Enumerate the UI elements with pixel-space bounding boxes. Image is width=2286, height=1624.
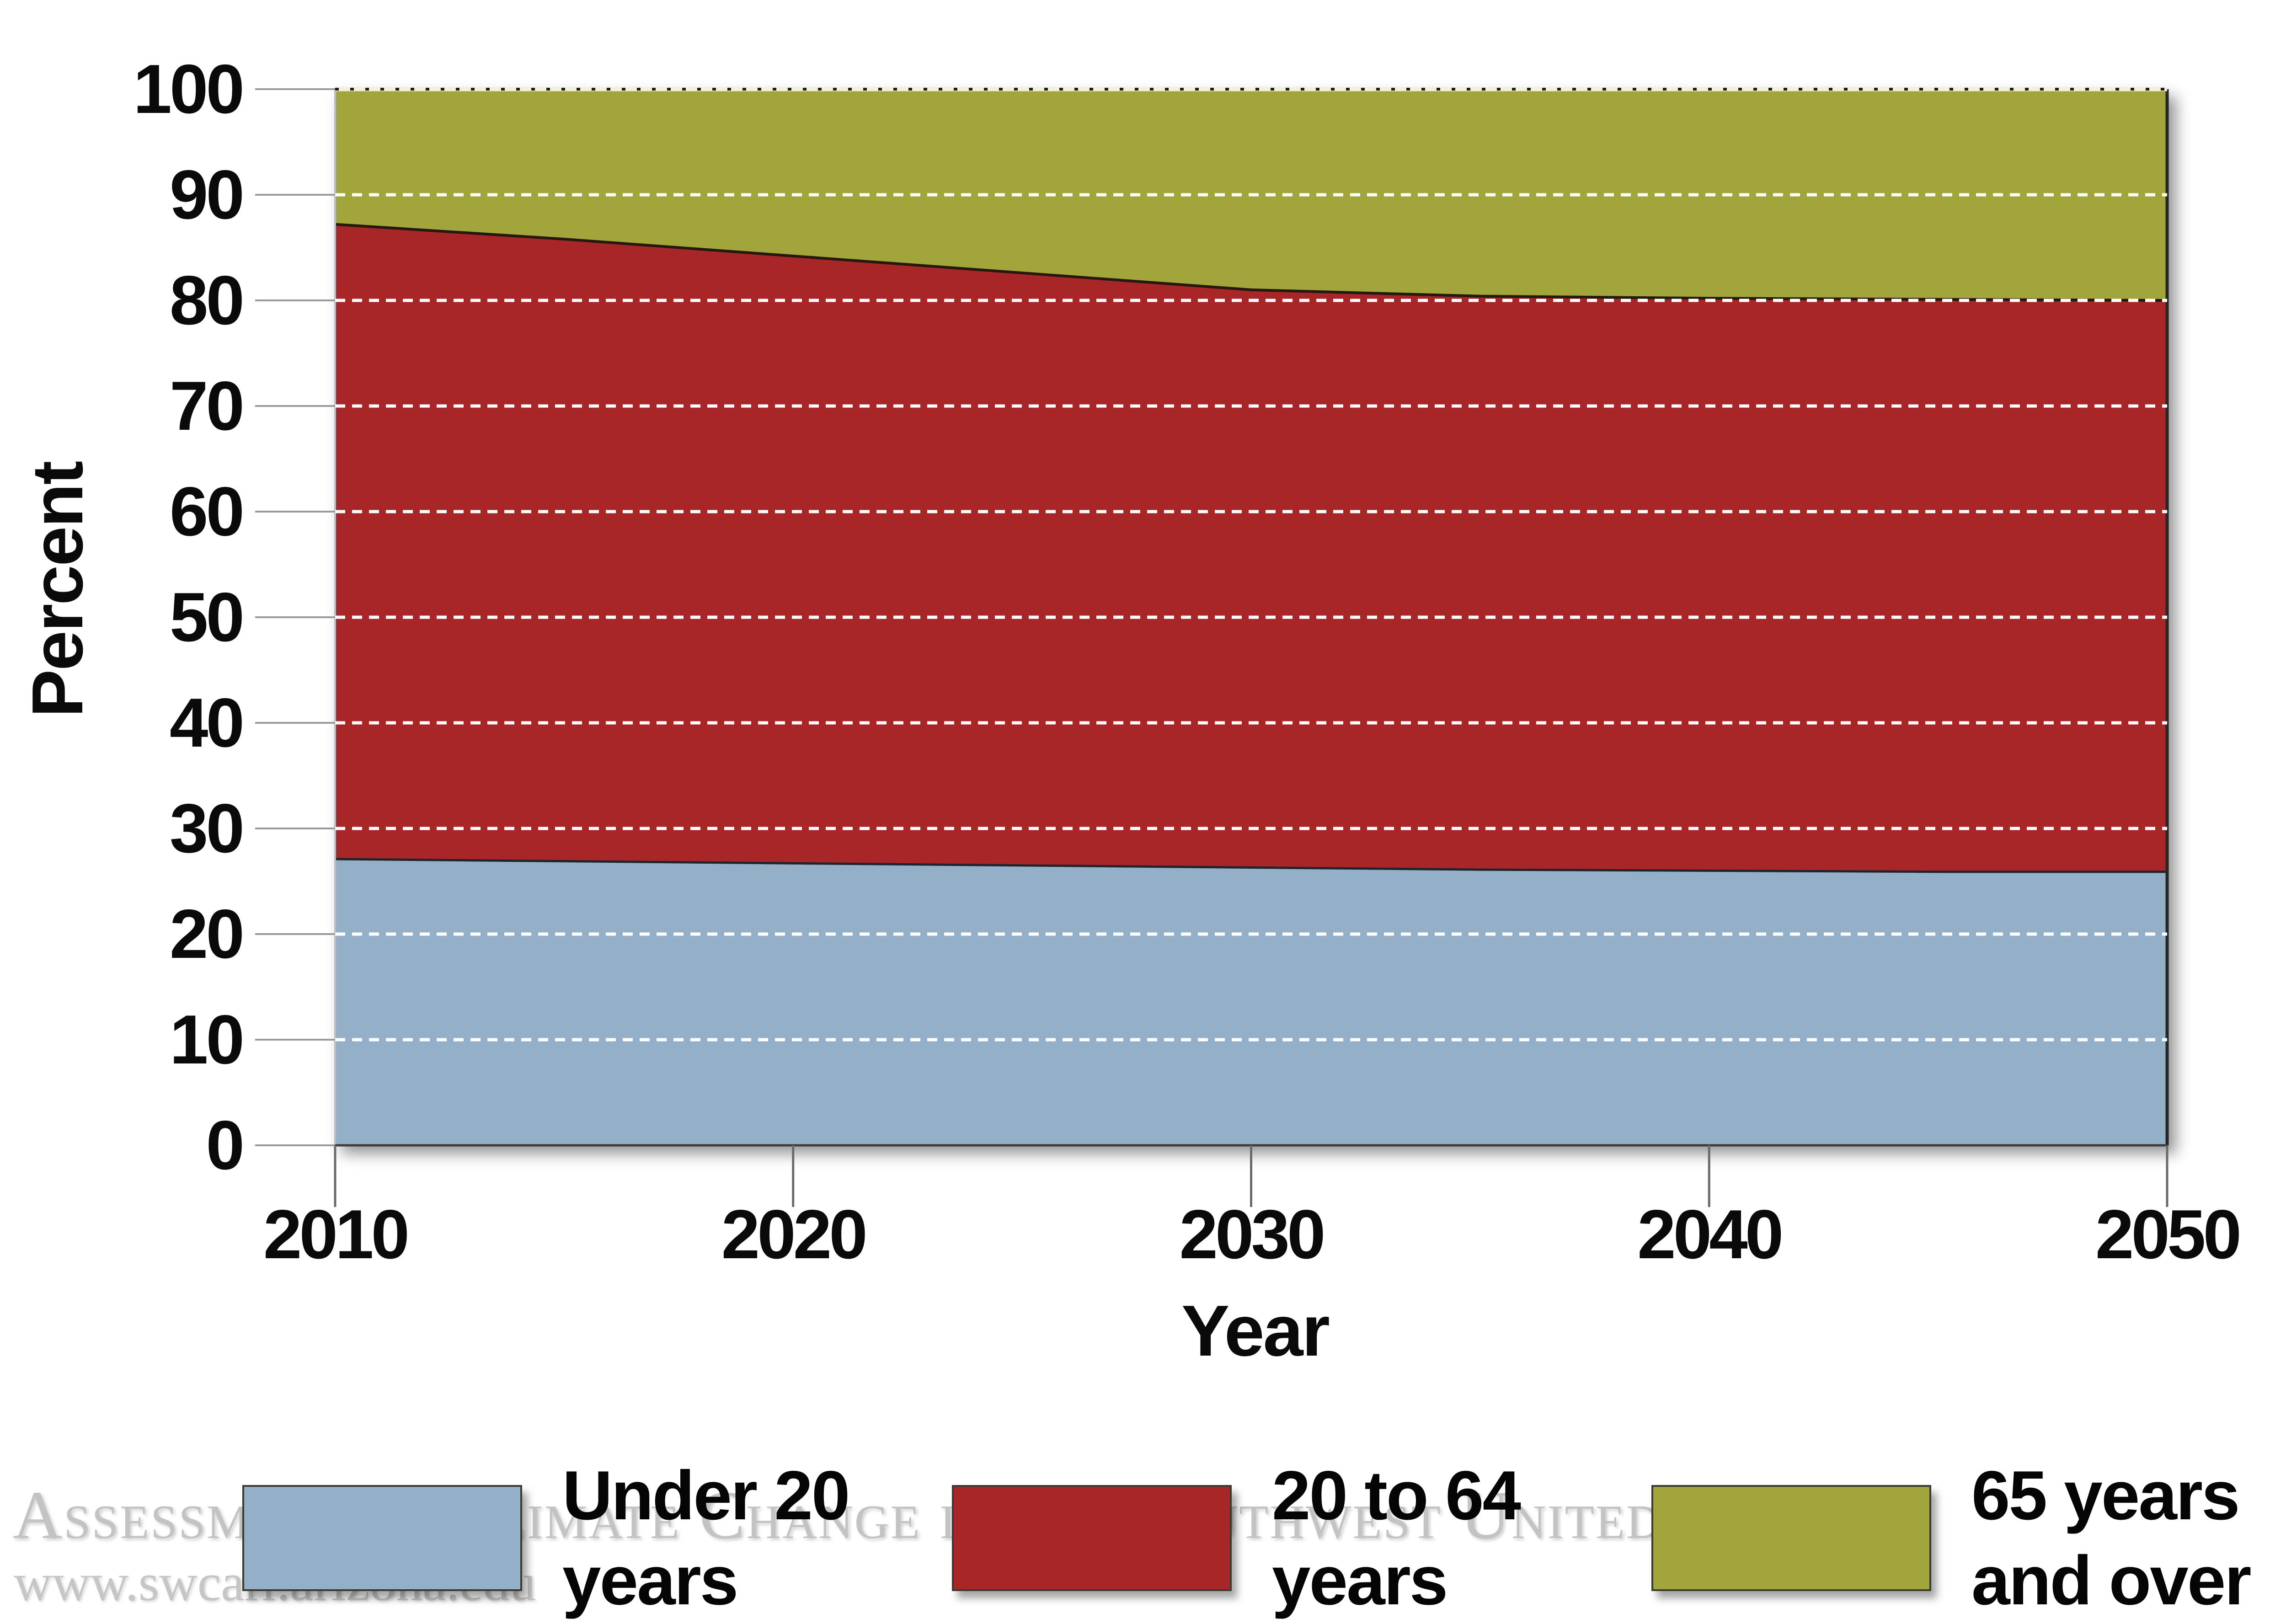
- series-boundary-0: [335, 858, 2167, 873]
- y-tick-label: 30: [170, 790, 242, 867]
- area-series-group: [335, 89, 2168, 1145]
- legend-label-line: 65 years: [1971, 1457, 2240, 1534]
- y-tick-label: 0: [206, 1106, 242, 1184]
- x-tick-label: 2050: [2095, 1196, 2239, 1273]
- y-axis-title: Percent: [17, 461, 98, 717]
- legend-label-line: and over: [1971, 1542, 2252, 1619]
- legend-swatch-under-20: [242, 1485, 522, 1591]
- y-tick-label: 10: [170, 1001, 242, 1079]
- legend-item-20-to-64: 20 to 64 years: [952, 1453, 1521, 1623]
- gridlines-group: [335, 87, 2167, 1042]
- y-tick-label: 50: [170, 578, 242, 656]
- legend-swatch-20-to-64: [952, 1485, 1232, 1591]
- legend-item-under-20: Under 20 years: [242, 1453, 850, 1623]
- y-tick-label: 70: [170, 367, 242, 445]
- y-tick-label: 90: [170, 156, 242, 234]
- area-0: [335, 859, 2167, 1145]
- x-tick-label: 2020: [721, 1196, 865, 1273]
- x-tick-label: 2030: [1179, 1196, 1323, 1273]
- x-tick-label: 2010: [263, 1196, 407, 1273]
- y-tick-label: 20: [170, 895, 242, 973]
- x-tick-label: 2040: [1637, 1196, 1781, 1273]
- legend-label-under-20: Under 20 years: [562, 1453, 850, 1623]
- legend-item-65-and-over: 65 years and over: [1651, 1453, 2252, 1623]
- area-1: [335, 224, 2167, 872]
- legend-label-line: years: [562, 1542, 738, 1619]
- y-tick-label: 40: [170, 684, 242, 762]
- y-tick-label: 100: [133, 50, 242, 128]
- x-axis-title: Year: [1181, 1291, 1329, 1371]
- y-tick-label: 80: [170, 262, 242, 339]
- legend-swatch-65-and-over: [1651, 1485, 1931, 1591]
- y-tick-label: 60: [170, 473, 242, 550]
- plot-area: [334, 89, 2169, 1147]
- legend-label-20-to-64: 20 to 64 years: [1272, 1453, 1521, 1623]
- legend-label-line: Under 20: [562, 1457, 850, 1534]
- legend-label-65-and-over: 65 years and over: [1971, 1453, 2252, 1623]
- legend-label-line: years: [1272, 1542, 1448, 1619]
- legend-label-line: 20 to 64: [1272, 1457, 1521, 1534]
